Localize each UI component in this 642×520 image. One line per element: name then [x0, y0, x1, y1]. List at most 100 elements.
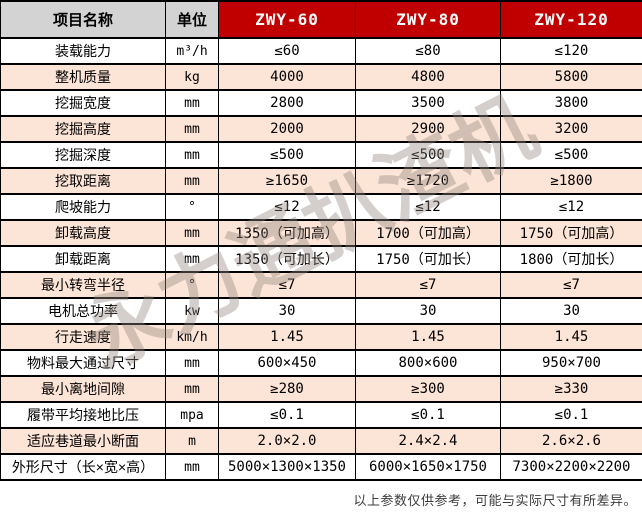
table-row: 卸载高度 mm 1350（可加高） 1700（可加高） 1750（可加高） [0, 219, 642, 247]
table-row: 行走速度 km/h 1.45 1.45 1.45 [0, 323, 642, 351]
row-label: 挖取距离 [0, 167, 166, 195]
row-label: 挖掘高度 [0, 115, 166, 143]
col-header-model-zwy-60: ZWY-60 [218, 0, 356, 39]
row-value: 1.45 [500, 323, 642, 351]
col-header-item-name: 项目名称 [0, 0, 166, 39]
row-value: ≤500 [355, 141, 501, 169]
table-row: 挖掘高度 mm 2000 2900 3200 [0, 115, 642, 143]
row-value: ≥330 [500, 375, 642, 403]
row-label: 卸载高度 [0, 219, 166, 247]
row-label: 挖掘深度 [0, 141, 166, 169]
row-label: 外形尺寸（长×宽×高） [0, 453, 166, 481]
row-value: 30 [500, 297, 642, 325]
row-value: 30 [218, 297, 356, 325]
table-row: 外形尺寸（长×宽×高） mm 5000×1300×1350 6000×1650×175… [0, 453, 642, 481]
row-value: 3500 [355, 89, 501, 117]
row-value: ≤0.1 [355, 401, 501, 429]
row-unit: ° [165, 271, 219, 299]
row-label: 最小离地间隙 [0, 375, 166, 403]
row-value: 1.45 [355, 323, 501, 351]
row-value: ≤60 [218, 37, 356, 65]
row-unit: mpa [165, 401, 219, 429]
row-label: 卸载距离 [0, 245, 166, 273]
row-value: 6000×1650×1750 [355, 453, 501, 481]
row-value: 950×700 [500, 349, 642, 377]
table-row: 爬坡能力 ° ≤12 ≤12 ≤12 [0, 193, 642, 221]
row-value: 3800 [500, 89, 642, 117]
row-label: 履带平均接地比压 [0, 401, 166, 429]
table-row: 挖掘深度 mm ≤500 ≤500 ≤500 [0, 141, 642, 169]
row-value: 1700（可加高） [355, 219, 501, 247]
row-value: ≤120 [500, 37, 642, 65]
row-value: 2.4×2.4 [355, 427, 501, 455]
row-value: 2000 [218, 115, 356, 143]
row-unit: kg [165, 63, 219, 91]
row-unit: mm [165, 349, 219, 377]
row-unit: mm [165, 219, 219, 247]
row-value: 1750（可加长） [355, 245, 501, 273]
row-value: 2.0×2.0 [218, 427, 356, 455]
row-value: ≥1650 [218, 167, 356, 195]
row-label: 爬坡能力 [0, 193, 166, 221]
row-value: 30 [355, 297, 501, 325]
row-unit: kw [165, 297, 219, 325]
row-value: ≤0.1 [500, 401, 642, 429]
row-label: 电机总功率 [0, 297, 166, 325]
table-row: 最小转弯半径 ° ≤7 ≤7 ≤7 [0, 271, 642, 299]
table-row: 履带平均接地比压 mpa ≤0.1 ≤0.1 ≤0.1 [0, 401, 642, 429]
row-unit: m³/h [165, 37, 219, 65]
row-value: 3200 [500, 115, 642, 143]
row-unit: mm [165, 245, 219, 273]
row-value: ≥280 [218, 375, 356, 403]
row-value: 4800 [355, 63, 501, 91]
row-label: 行走速度 [0, 323, 166, 351]
row-value: 5800 [500, 63, 642, 91]
table-row: 整机质量 kg 4000 4800 5800 [0, 63, 642, 91]
row-value: ≤7 [500, 271, 642, 299]
footer-note: 以上参数仅供参考，可能与实际尺寸有所差异。 [353, 493, 637, 508]
row-value: ≤500 [218, 141, 356, 169]
row-unit: ° [165, 193, 219, 221]
table-row: 电机总功率 kw 30 30 30 [0, 297, 642, 325]
row-unit: mm [165, 453, 219, 481]
row-value: 1800（可加长） [500, 245, 642, 273]
row-value: 7300×2200×2200 [500, 453, 642, 481]
row-value: 600×450 [218, 349, 356, 377]
table-row: 装载能力 m³/h ≤60 ≤80 ≤120 [0, 37, 642, 65]
row-value: ≥300 [355, 375, 501, 403]
row-value: ≤500 [500, 141, 642, 169]
row-value: 1.45 [218, 323, 356, 351]
row-unit: mm [165, 141, 219, 169]
row-label: 整机质量 [0, 63, 166, 91]
row-value: 2900 [355, 115, 501, 143]
table-row: 卸载距离 mm 1350（可加长） 1750（可加长） 1800（可加长） [0, 245, 642, 273]
row-unit: m [165, 427, 219, 455]
row-value: 2800 [218, 89, 356, 117]
table-row: 挖取距离 mm ≥1650 ≥1720 ≥1800 [0, 167, 642, 195]
row-value: ≤0.1 [218, 401, 356, 429]
row-unit: mm [165, 115, 219, 143]
row-value: ≤12 [355, 193, 501, 221]
row-value: 800×600 [355, 349, 501, 377]
col-header-unit: 单位 [165, 0, 219, 39]
row-unit: mm [165, 375, 219, 403]
table-row: 最小离地间隙 mm ≥280 ≥300 ≥330 [0, 375, 642, 403]
row-value: ≥1720 [355, 167, 501, 195]
spec-table-body: 装载能力 m³/h ≤60 ≤80 ≤120 整机质量 kg 4000 4800 5800 挖掘宽度… [0, 37, 642, 481]
row-value: 5000×1300×1350 [218, 453, 356, 481]
table-row: 物料最大通过尺寸 mm 600×450 800×600 950×700 [0, 349, 642, 377]
row-value: ≥1800 [500, 167, 642, 195]
row-value: ≤80 [355, 37, 501, 65]
row-label: 物料最大通过尺寸 [0, 349, 166, 377]
row-value: 4000 [218, 63, 356, 91]
row-value: ≤12 [500, 193, 642, 221]
row-value: ≤7 [355, 271, 501, 299]
row-label: 最小转弯半径 [0, 271, 166, 299]
col-header-model-zwy-120: ZWY-120 [500, 0, 642, 39]
table-row: 适应巷道最小断面 m 2.0×2.0 2.4×2.4 2.6×2.6 [0, 427, 642, 455]
row-unit: km/h [165, 323, 219, 351]
row-label: 挖掘宽度 [0, 89, 166, 117]
row-value: ≤7 [218, 271, 356, 299]
row-unit: mm [165, 89, 219, 117]
